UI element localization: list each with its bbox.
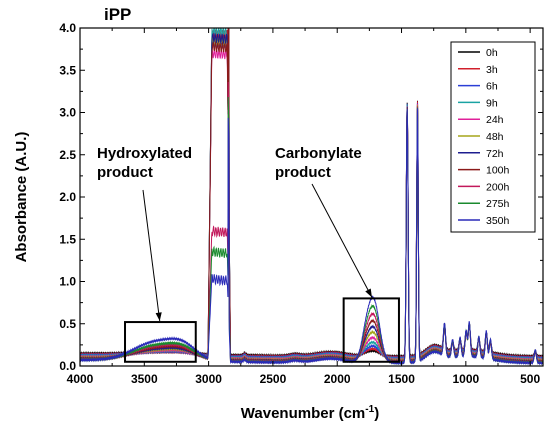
y-tick-label: 3.0 <box>59 106 76 120</box>
legend-label: 350h <box>486 215 510 227</box>
y-axis: 0.0 0.5 1.0 1.5 2.0 2.5 3.0 3.5 4.0 <box>59 21 543 373</box>
y-tick-label: 3.5 <box>59 63 76 77</box>
y-axis-title: Absorbance (A.U.) <box>13 132 30 263</box>
legend: 0h 3h 6h 9h 24h 48h 72h 100h 200h 275h 350h <box>450 41 536 233</box>
legend-items: 0h 3h 6h 9h 24h 48h 72h 100h 200h 275h 350h <box>458 47 510 227</box>
arrow-head <box>155 312 162 322</box>
y-tick-label: 4.0 <box>59 21 76 35</box>
legend-label: 200h <box>486 181 510 193</box>
x-tick-label: 4000 <box>67 372 94 386</box>
arrow-head <box>365 288 372 298</box>
y-tick-label: 1.5 <box>59 232 76 246</box>
series-line-350h <box>80 108 543 366</box>
annotation-arrow <box>142 189 161 322</box>
x-axis: 4000 3500 3000 2500 2000 1500 1000 500 <box>67 28 540 386</box>
legend-label: 72h <box>486 148 504 160</box>
annotations: Hydroxylated product Carbonylate product <box>97 145 400 363</box>
annotation-label: product <box>275 164 331 181</box>
x-tick-label: 2000 <box>324 372 351 386</box>
y-tick-label: 0.5 <box>59 317 76 331</box>
annotation-arrow <box>311 183 373 298</box>
legend-label: 275h <box>486 198 510 210</box>
legend-label: 0h <box>486 47 498 59</box>
annotation-box <box>342 297 400 363</box>
legend-label: 6h <box>486 81 498 93</box>
x-tick-label: 1500 <box>388 372 415 386</box>
x-tick-label: 1000 <box>452 372 479 386</box>
y-tick-label: 2.5 <box>59 148 76 162</box>
x-tick-label: 500 <box>520 372 540 386</box>
x-axis-title: Wavenumber (cm-1) <box>241 404 379 422</box>
annotation-label: Hydroxylated <box>97 145 192 162</box>
chart-title: iPP <box>104 5 131 24</box>
legend-label: 9h <box>486 97 498 109</box>
legend-label: 24h <box>486 114 504 126</box>
annotation-label: Carbonylate <box>275 145 362 162</box>
x-tick-label: 3000 <box>195 372 222 386</box>
y-tick-label: 1.0 <box>59 275 76 289</box>
y-tick-label: 0.0 <box>59 359 76 373</box>
legend-label: 48h <box>486 131 504 143</box>
legend-label: 100h <box>486 165 510 177</box>
x-tick-label: 2500 <box>260 372 287 386</box>
annotation-label: product <box>97 164 153 181</box>
y-tick-label: 2.0 <box>59 190 76 204</box>
x-tick-label: 3500 <box>131 372 158 386</box>
legend-label: 3h <box>486 64 498 76</box>
annotation-box <box>124 321 197 363</box>
legend-box <box>450 41 536 233</box>
spectra-curves <box>80 28 543 366</box>
